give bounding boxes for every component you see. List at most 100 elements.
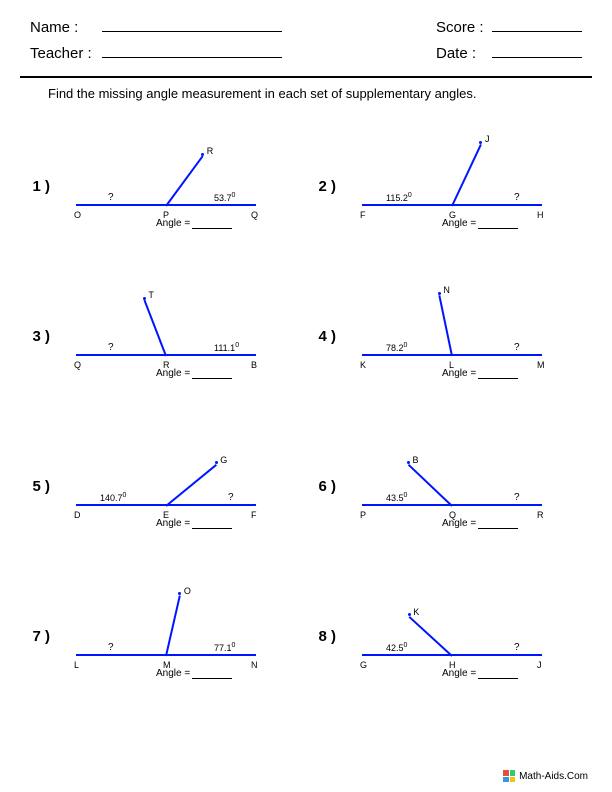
unknown-angle-mark: ? (514, 342, 520, 353)
right-point-label: J (537, 660, 542, 670)
teacher-blank[interactable] (102, 44, 282, 58)
ray-endpoint-dot (201, 153, 204, 156)
answer-blank[interactable] (192, 219, 232, 229)
angle-diagram: JFGH115.20?Angle = (342, 116, 562, 256)
ray-endpoint-dot (479, 141, 482, 144)
unknown-angle-mark: ? (108, 192, 114, 203)
problem-number: 4 ) (306, 328, 342, 345)
answer-label: Angle = (442, 518, 476, 529)
angle-ray (165, 595, 181, 656)
problem: 4 )NKLM78.20?Angle = (306, 261, 592, 411)
answer-blank[interactable] (478, 219, 518, 229)
unknown-angle-mark: ? (514, 492, 520, 503)
answer-row: Angle = (156, 218, 232, 229)
unknown-angle-mark: ? (514, 642, 520, 653)
left-point-label: K (360, 360, 366, 370)
angle-diagram: GDEF140.70?Angle = (56, 416, 276, 556)
angle-ray (409, 616, 453, 657)
right-point-label: B (251, 360, 257, 370)
header-divider (20, 76, 592, 78)
problem-number: 6 ) (306, 478, 342, 495)
angle-ray (165, 155, 203, 206)
given-angle-value: 140.70 (100, 492, 126, 503)
answer-label: Angle = (442, 668, 476, 679)
problem: 8 )KGHJ42.50?Angle = (306, 561, 592, 711)
answer-blank[interactable] (192, 369, 232, 379)
worksheet-header: Name : Teacher : Score : Date : (0, 0, 612, 70)
left-point-label: P (360, 510, 366, 520)
answer-label: Angle = (156, 368, 190, 379)
answer-label: Angle = (156, 668, 190, 679)
angle-diagram: KGHJ42.50?Angle = (342, 566, 562, 706)
answer-label: Angle = (156, 218, 190, 229)
problem: 7 )OLMN77.10?Angle = (20, 561, 306, 711)
answer-label: Angle = (442, 218, 476, 229)
problems-grid: 1 )ROPQ53.70?Angle =2 )JFGH115.20?Angle … (0, 111, 612, 711)
given-angle-value: 77.10 (214, 642, 235, 653)
instruction-text: Find the missing angle measurement in ea… (0, 86, 612, 101)
ray-point-label: J (485, 134, 490, 144)
left-point-label: F (360, 210, 366, 220)
ray-point-label: O (184, 586, 191, 596)
answer-blank[interactable] (192, 669, 232, 679)
answer-blank[interactable] (478, 369, 518, 379)
answer-row: Angle = (156, 368, 232, 379)
angle-diagram: TQRB111.10?Angle = (56, 266, 276, 406)
ray-endpoint-dot (143, 297, 146, 300)
angle-diagram: OLMN77.10?Angle = (56, 566, 276, 706)
footer: Math-Aids.Com (503, 770, 588, 782)
name-blank[interactable] (102, 18, 282, 32)
teacher-label: Teacher : (30, 45, 102, 62)
name-label: Name : (30, 19, 102, 36)
answer-row: Angle = (156, 668, 232, 679)
answer-label: Angle = (156, 518, 190, 529)
right-point-label: F (251, 510, 257, 520)
logo-icon (503, 770, 515, 782)
right-point-label: R (537, 510, 544, 520)
answer-row: Angle = (156, 518, 232, 529)
unknown-angle-mark: ? (108, 642, 114, 653)
angle-ray (143, 300, 166, 357)
problem: 6 )BPQR43.50?Angle = (306, 411, 592, 561)
given-angle-value: 111.10 (214, 342, 239, 353)
answer-blank[interactable] (478, 519, 518, 529)
left-point-label: O (74, 210, 81, 220)
given-angle-value: 42.50 (386, 642, 407, 653)
problem-number: 8 ) (306, 628, 342, 645)
ray-point-label: T (148, 290, 154, 300)
problem: 2 )JFGH115.20?Angle = (306, 111, 592, 261)
ray-point-label: K (413, 607, 419, 617)
left-point-label: G (360, 660, 367, 670)
unknown-angle-mark: ? (228, 492, 234, 503)
ray-endpoint-dot (438, 292, 441, 295)
answer-blank[interactable] (192, 519, 232, 529)
problem-number: 2 ) (306, 178, 342, 195)
date-blank[interactable] (492, 44, 582, 58)
problem: 3 )TQRB111.10?Angle = (20, 261, 306, 411)
problem-number: 7 ) (20, 628, 56, 645)
answer-label: Angle = (442, 368, 476, 379)
date-label: Date : (436, 45, 492, 62)
ray-point-label: N (443, 285, 450, 295)
ray-endpoint-dot (178, 592, 181, 595)
given-angle-value: 43.50 (386, 492, 407, 503)
angle-diagram: NKLM78.20?Angle = (342, 266, 562, 406)
ray-point-label: G (220, 455, 227, 465)
right-point-label: H (537, 210, 544, 220)
answer-blank[interactable] (478, 669, 518, 679)
given-angle-value: 115.20 (386, 192, 412, 203)
answer-row: Angle = (442, 518, 518, 529)
problem: 1 )ROPQ53.70?Angle = (20, 111, 306, 261)
score-label: Score : (436, 19, 492, 36)
right-point-label: N (251, 660, 258, 670)
footer-text: Math-Aids.Com (519, 771, 588, 782)
angle-ray (438, 295, 453, 356)
problem-number: 1 ) (20, 178, 56, 195)
angle-ray (451, 144, 482, 206)
answer-row: Angle = (442, 368, 518, 379)
right-point-label: M (537, 360, 545, 370)
ray-point-label: B (412, 455, 418, 465)
score-blank[interactable] (492, 18, 582, 32)
left-point-label: Q (74, 360, 81, 370)
answer-row: Angle = (442, 668, 518, 679)
